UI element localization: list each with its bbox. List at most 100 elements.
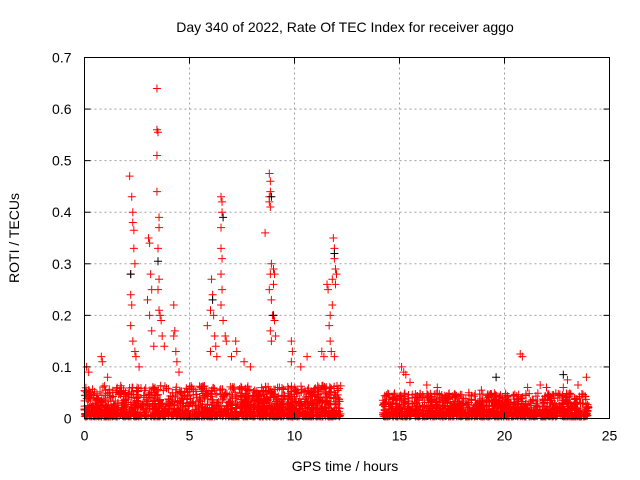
data-point	[171, 385, 180, 394]
data-point	[297, 388, 306, 397]
data-point	[103, 389, 112, 398]
data-point	[388, 410, 397, 419]
data-point	[491, 392, 500, 401]
data-point	[207, 407, 216, 416]
data-point	[149, 397, 158, 406]
data-point	[291, 397, 300, 406]
data-point	[333, 399, 342, 408]
data-point	[266, 187, 275, 196]
data-point	[327, 347, 336, 356]
data-point	[252, 389, 261, 398]
data-point	[220, 391, 229, 400]
data-point	[121, 402, 130, 411]
y-axis-label: ROTI / TECUs	[6, 193, 22, 283]
data-point	[284, 399, 293, 408]
data-point	[470, 412, 479, 421]
data-point	[400, 389, 409, 398]
data-point	[539, 399, 548, 408]
data-point	[336, 409, 345, 418]
data-point	[218, 254, 227, 263]
data-point	[297, 399, 306, 408]
data-point	[129, 244, 138, 253]
data-point	[215, 404, 224, 413]
data-point	[330, 352, 339, 361]
data-point	[570, 399, 579, 408]
data-point	[155, 223, 164, 232]
data-point	[514, 390, 523, 399]
data-point	[325, 400, 334, 409]
data-point	[207, 275, 216, 284]
data-point	[328, 275, 337, 284]
data-point	[384, 390, 393, 399]
data-point	[415, 389, 424, 398]
data-point	[492, 391, 501, 400]
data-point	[319, 352, 328, 361]
data-point	[210, 331, 219, 340]
data-point	[169, 301, 178, 310]
data-point	[422, 402, 431, 411]
data-point	[443, 398, 452, 407]
data-point	[416, 405, 425, 414]
data-point	[562, 399, 571, 408]
data-point	[124, 395, 133, 404]
data-point	[496, 405, 505, 414]
data-point	[261, 386, 270, 395]
data-point	[279, 392, 288, 401]
data-point	[545, 396, 554, 405]
data-point	[330, 249, 339, 258]
data-point	[213, 398, 222, 407]
data-point	[318, 396, 327, 405]
data-point	[136, 400, 145, 409]
data-point	[217, 244, 225, 253]
data-point	[267, 259, 276, 268]
data-point	[528, 395, 537, 404]
data-point	[331, 264, 340, 273]
data-point	[477, 386, 486, 395]
data-point	[227, 390, 236, 399]
data-point	[269, 311, 278, 320]
data-point	[327, 412, 336, 421]
data-point	[222, 337, 231, 346]
data-point	[154, 385, 163, 394]
data-point	[129, 403, 138, 412]
data-point	[562, 407, 571, 416]
data-point	[548, 401, 557, 410]
data-point	[219, 213, 228, 222]
data-point	[154, 244, 162, 253]
data-point	[319, 384, 328, 393]
data-point	[223, 404, 232, 413]
data-point	[292, 398, 301, 407]
data-point	[164, 399, 173, 408]
data-point	[183, 388, 192, 397]
data-point	[567, 403, 576, 412]
y-tick-label: 0.3	[52, 256, 72, 272]
data-point	[390, 392, 399, 401]
data-point	[566, 390, 575, 399]
data-point	[296, 411, 305, 420]
data-point	[111, 388, 120, 397]
data-point	[145, 311, 154, 320]
data-point	[216, 390, 225, 399]
data-point	[287, 337, 296, 346]
data-point	[142, 395, 151, 404]
data-point	[127, 192, 136, 201]
data-point	[475, 390, 484, 399]
data-point	[531, 401, 540, 410]
data-point	[145, 404, 154, 413]
data-point	[329, 394, 338, 403]
data-point	[532, 410, 541, 419]
data-point	[203, 321, 212, 330]
data-point	[154, 257, 162, 266]
data-point	[301, 395, 310, 404]
data-point	[90, 387, 99, 396]
data-point	[210, 403, 219, 412]
data-point	[275, 397, 284, 406]
data-point	[574, 380, 582, 389]
data-point	[161, 412, 170, 421]
data-point	[145, 239, 154, 248]
data-point	[315, 408, 324, 417]
data-point	[422, 380, 431, 389]
data-point	[209, 383, 218, 392]
data-point	[125, 384, 134, 393]
data-point	[125, 172, 134, 181]
